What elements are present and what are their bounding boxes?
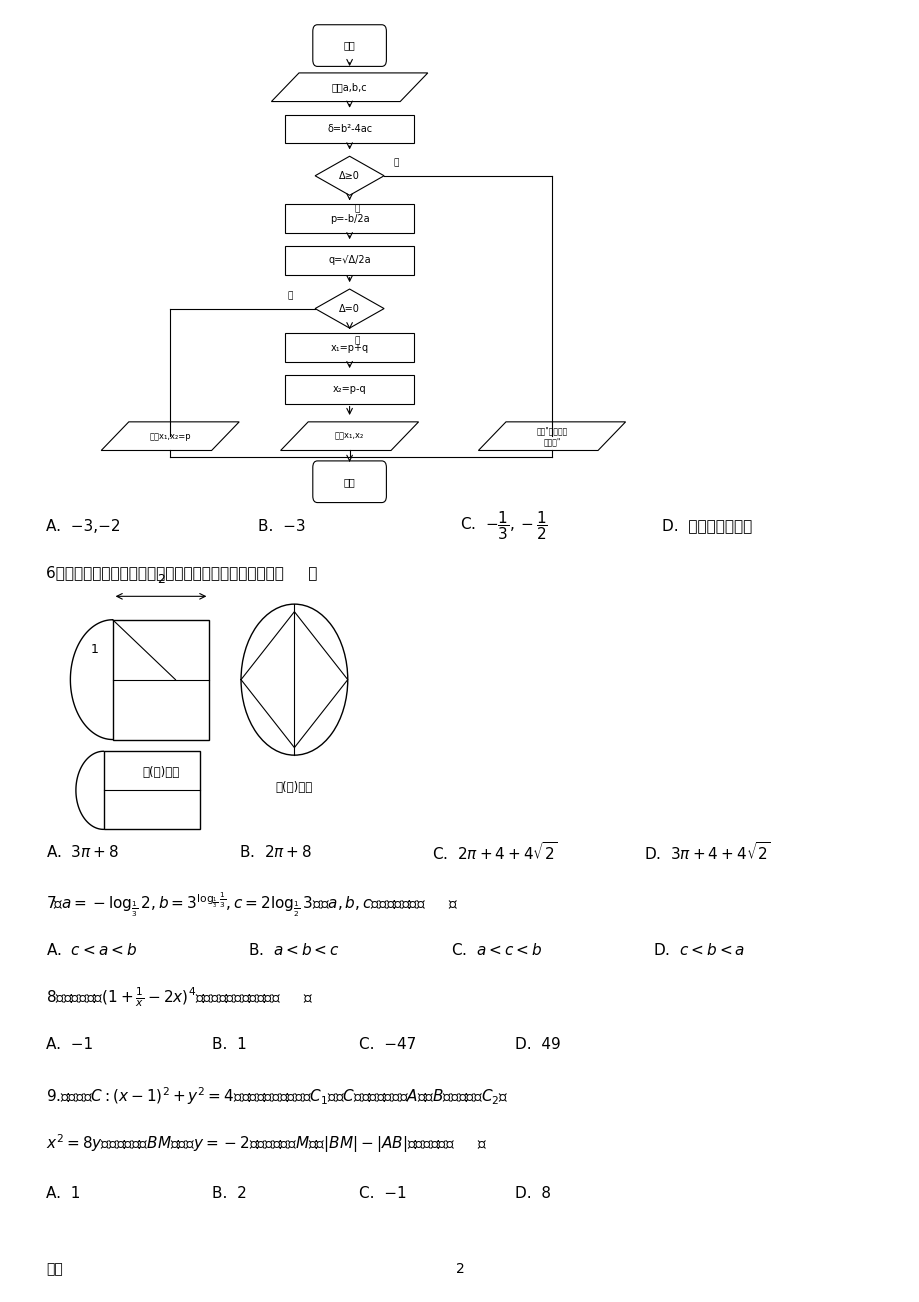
Text: Δ≥0: Δ≥0 [339,171,359,181]
Text: B.  2: B. 2 [211,1186,246,1202]
Text: 否: 否 [393,159,398,168]
Text: 正(主)视图: 正(主)视图 [142,766,179,779]
Text: C.  −47: C. −47 [358,1036,415,1052]
Text: q=√Δ/2a: q=√Δ/2a [328,255,370,266]
Text: C.  −1: C. −1 [358,1186,406,1202]
Text: D.  $c<b<a$: D. $c<b<a$ [652,943,744,958]
Text: 1: 1 [91,643,99,656]
Text: A.  $c<a<b$: A. $c<a<b$ [46,943,137,958]
Bar [104,751,200,829]
Text: 输入a,b,c: 输入a,b,c [332,82,367,92]
Text: 否: 否 [287,292,292,301]
FancyBboxPatch shape [285,204,414,233]
Bar [113,620,210,740]
Polygon shape [314,289,384,328]
Text: Δ=0: Δ=0 [339,303,359,314]
Text: D.  49: D. 49 [515,1036,561,1052]
Text: 输出x₁,x₂=p: 输出x₁,x₂=p [149,432,191,440]
Text: x₂=p-q: x₂=p-q [333,384,366,395]
Text: 开始: 开始 [344,40,355,51]
Text: B.  $2\pi+8$: B. $2\pi+8$ [239,844,312,859]
Circle shape [241,604,347,755]
FancyBboxPatch shape [285,115,414,143]
Text: B.  1: B. 1 [211,1036,246,1052]
FancyBboxPatch shape [285,375,414,404]
FancyBboxPatch shape [285,246,414,275]
Polygon shape [271,73,427,102]
Text: 是: 是 [354,337,359,346]
Text: 2: 2 [157,573,165,586]
Text: p=-b/2a: p=-b/2a [329,214,369,224]
Polygon shape [478,422,625,450]
Text: C.  $-\dfrac{1}{3},-\dfrac{1}{2}$: C. $-\dfrac{1}{3},-\dfrac{1}{2}$ [460,509,547,543]
Text: D.  方程没有实数根: D. 方程没有实数根 [662,518,752,534]
Polygon shape [101,422,239,450]
Polygon shape [314,156,384,195]
Text: A.  1: A. 1 [46,1186,80,1202]
Text: B.  −3: B. −3 [257,518,305,534]
Text: A.  $3\pi+8$: A. $3\pi+8$ [46,844,119,859]
Text: C.  $2\pi+4+4\sqrt{2}$: C. $2\pi+4+4\sqrt{2}$ [432,841,558,862]
FancyBboxPatch shape [285,333,414,362]
Text: 输出"方程没有
实数根": 输出"方程没有 实数根" [536,427,567,445]
Polygon shape [280,422,418,450]
Text: δ=b²-4ac: δ=b²-4ac [326,124,372,134]
FancyBboxPatch shape [312,25,386,66]
Text: 9.已知以圆$C:(x-1)^2+y^2=4$的圆心为焦点的抛物线$C_1$与圆$C$在第一象限交于$A$点，$B$点是抛物线$C_2$：: 9.已知以圆$C:(x-1)^2+y^2=4$的圆心为焦点的抛物线$C_1$与圆… [46,1086,508,1107]
Text: 8．已知二项式$(1+\frac{1}{x}-2x)^4$，则展开式的常数项为（     ）: 8．已知二项式$(1+\frac{1}{x}-2x)^4$，则展开式的常数项为（… [46,986,313,1009]
Text: 输出x₁,x₂: 输出x₁,x₂ [335,432,364,440]
Text: D.  $3\pi+4+4\sqrt{2}$: D. $3\pi+4+4\sqrt{2}$ [643,841,770,862]
Text: 2: 2 [455,1263,464,1276]
FancyBboxPatch shape [312,461,386,503]
Text: 第页: 第页 [46,1263,62,1276]
Text: B.  $a<b<c$: B. $a<b<c$ [248,943,340,958]
Text: 6．某几何体的三视图如图所示，则该几何体的表面积为（     ）: 6．某几何体的三视图如图所示，则该几何体的表面积为（ ） [46,565,317,581]
Text: C.  $a<c<b$: C. $a<c<b$ [450,943,541,958]
Text: 侧(左)视图: 侧(左)视图 [276,781,312,794]
Text: 7．$a=-\log_{\frac{1}{3}}2,b=3^{\log_{\frac{1}{3}}\frac{1}{3}},c=2\log_{\frac{1}{: 7．$a=-\log_{\frac{1}{3}}2,b=3^{\log_{\fr… [46,891,458,919]
Text: 结束: 结束 [344,477,355,487]
Text: D.  8: D. 8 [515,1186,550,1202]
Text: A.  −1: A. −1 [46,1036,93,1052]
Text: $x^2=8y$上任意一点，$BM$与直线$y=-2$垂直，垂足为$M$，则$|BM|-|AB|$的最大值为（     ）: $x^2=8y$上任意一点，$BM$与直线$y=-2$垂直，垂足为$M$，则$|… [46,1131,486,1155]
Text: 是: 是 [354,204,359,214]
Text: x₁=p+q: x₁=p+q [330,342,369,353]
Text: A.  −3,−2: A. −3,−2 [46,518,120,534]
